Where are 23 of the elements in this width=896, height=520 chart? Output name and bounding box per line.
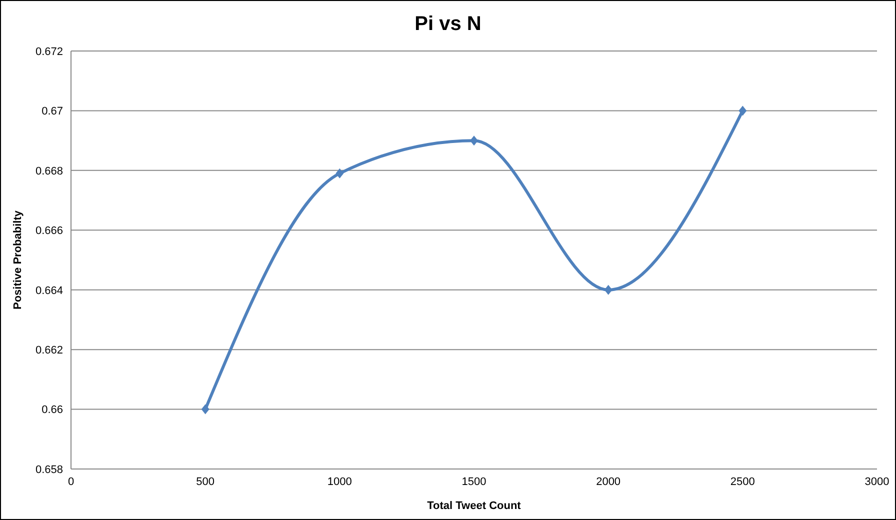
y-tick-label: 0.672 <box>35 46 63 58</box>
y-tick-label: 0.662 <box>35 344 63 356</box>
point <box>604 284 612 295</box>
x-tick-label: 1500 <box>462 476 486 488</box>
point <box>201 404 210 414</box>
chart-title: Pi vs N <box>414 13 482 37</box>
y-axis-title: Positive Probabilty <box>12 210 24 310</box>
y-tick-label: 0.66 <box>42 404 63 416</box>
x-tick-label: 0 <box>68 476 74 488</box>
x-tick-label: 2500 <box>730 476 755 488</box>
y-tick-label: 0.658 <box>35 464 63 476</box>
point <box>470 136 478 146</box>
x-tick-label: 2000 <box>596 476 621 488</box>
x-tick-label: 500 <box>196 476 215 488</box>
point <box>336 168 344 178</box>
x-tick-label: 3000 <box>864 476 890 488</box>
y-tick-label: 0.664 <box>35 284 63 297</box>
x-tick-label: 1000 <box>327 476 352 488</box>
y-tick-label: 0.67 <box>42 106 63 118</box>
y-tick-label: 0.666 <box>35 225 63 238</box>
y-tick-label: 0.668 <box>35 165 63 178</box>
point <box>738 106 747 116</box>
x-axis-title: Total Tweet Count <box>427 500 522 512</box>
